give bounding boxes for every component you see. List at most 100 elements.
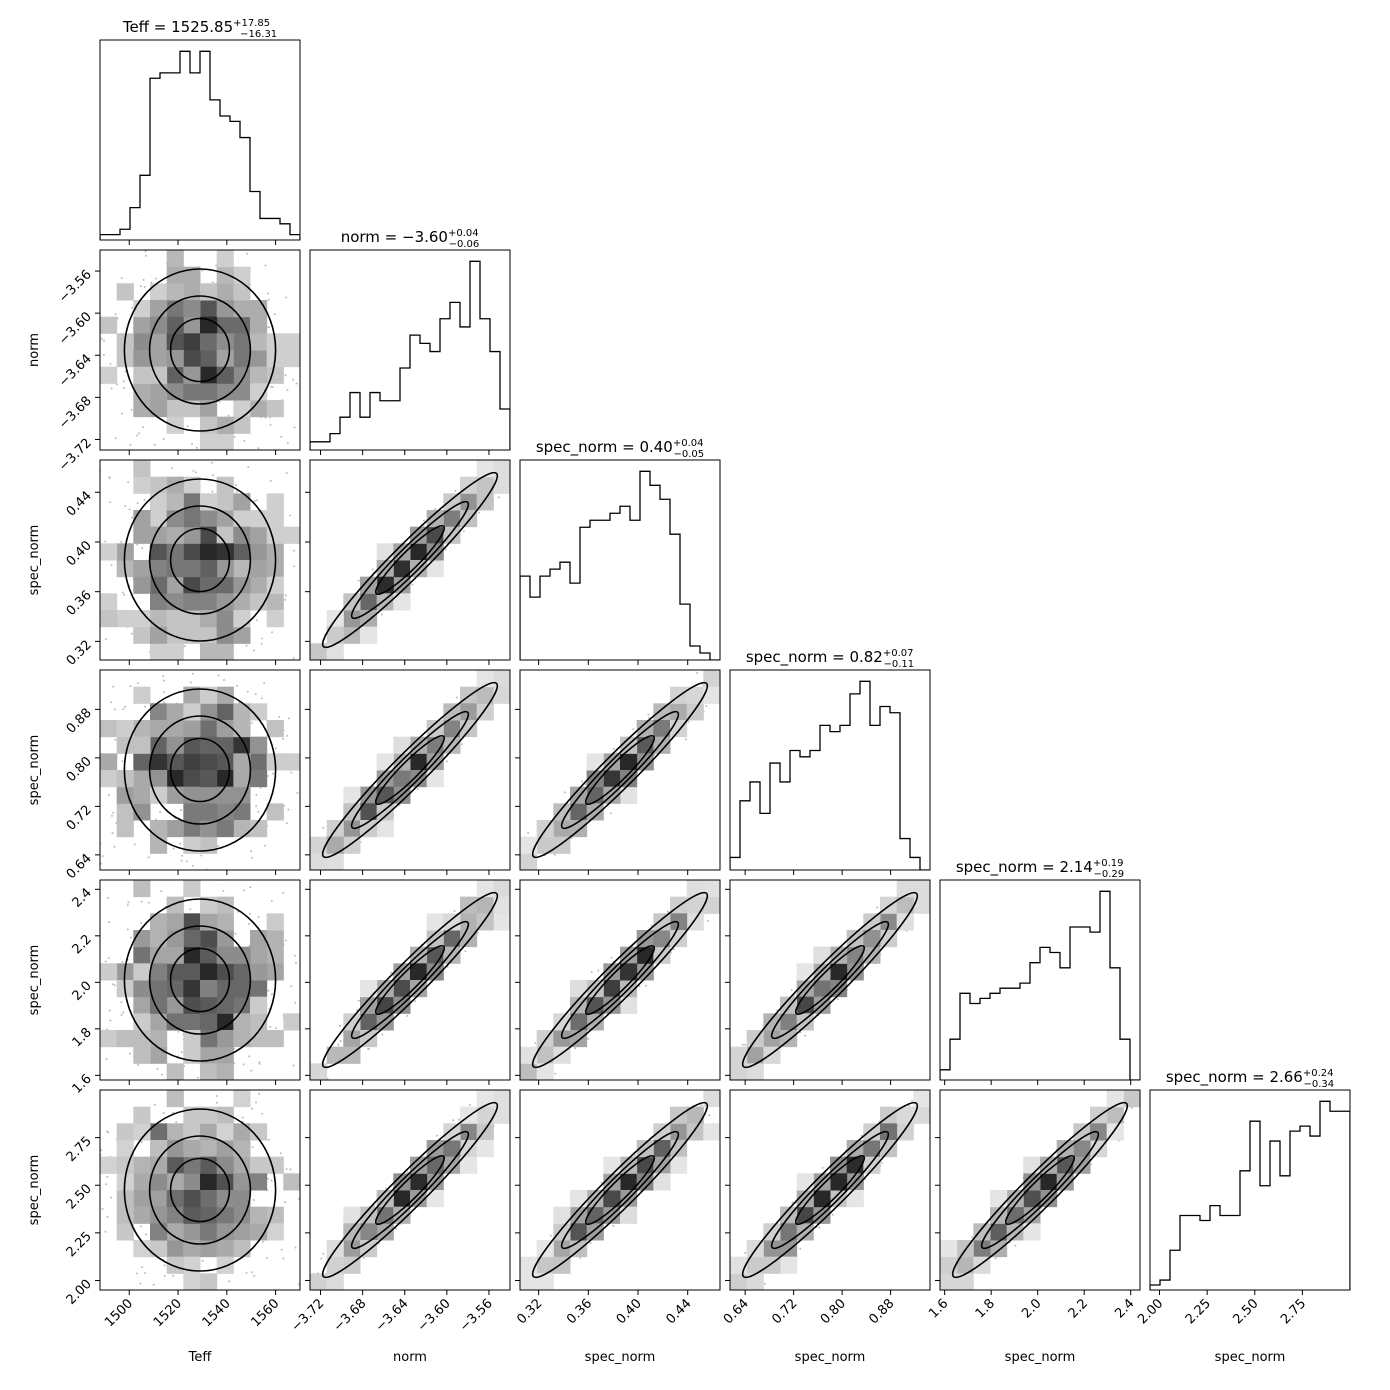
sample-point (290, 771, 293, 774)
sample-point (253, 499, 256, 502)
density-cell (150, 510, 168, 528)
sample-point (313, 808, 315, 810)
density-cell (183, 720, 201, 738)
density-cell (216, 350, 234, 368)
sample-point (478, 511, 481, 514)
sample-point (513, 652, 515, 654)
sample-point (271, 386, 274, 388)
density-cell (216, 770, 234, 788)
sample-point (162, 455, 164, 457)
sample-point (250, 856, 253, 859)
density-cell (133, 576, 151, 594)
density-cell (150, 493, 168, 511)
density-cell (133, 610, 151, 628)
sample-point (107, 897, 110, 899)
panel-1-1: norm = −3.60+0.04 −0.06 (309, 228, 511, 455)
density-cell (410, 543, 428, 561)
sample-point (122, 591, 125, 594)
sample-point (96, 768, 98, 770)
panel-content (310, 260, 510, 450)
sample-point (113, 708, 116, 711)
histogram-1 (310, 260, 510, 450)
sample-point (95, 547, 97, 549)
density-cell (200, 333, 218, 351)
density-cell (233, 770, 251, 788)
sample-point (687, 720, 690, 723)
panel-content (293, 652, 515, 887)
sample-point (305, 778, 307, 780)
density-cell (603, 770, 621, 788)
sample-point (217, 844, 220, 847)
density-cell (183, 250, 201, 251)
contour-1 (148, 505, 252, 615)
density-cell (233, 300, 251, 318)
density-cell (166, 283, 184, 301)
density-cell (166, 610, 184, 628)
contour-2 (169, 317, 231, 383)
sample-point (143, 285, 146, 288)
title-err-minus: −0.11 (884, 659, 915, 670)
density-cell (133, 786, 151, 804)
density-cell (310, 853, 311, 870)
title-main: Teff = 1525.85 (122, 18, 233, 36)
density-cell (166, 543, 184, 561)
density-cell (376, 543, 394, 561)
sample-point (136, 502, 139, 505)
density-cell (476, 686, 494, 704)
density-cell (216, 703, 234, 721)
sample-point (249, 872, 251, 874)
density-cell (150, 383, 168, 401)
sample-point (285, 654, 287, 656)
sample-point (343, 413, 345, 415)
density-cell (670, 703, 688, 721)
sample-point (150, 281, 153, 284)
sample-point (263, 682, 266, 685)
sample-point (129, 936, 132, 939)
density-cell (216, 250, 234, 268)
y-tick-label: 0.32 (64, 638, 95, 669)
sample-point (121, 760, 124, 763)
density-cell (200, 593, 218, 611)
sample-point (411, 583, 414, 586)
density-cell (293, 870, 310, 887)
density-cell (653, 720, 671, 738)
sample-point (84, 841, 86, 843)
density-cell (620, 786, 638, 804)
sample-point (553, 412, 555, 414)
panel-3-3: spec_norm = 0.82+0.07 −0.11 (729, 648, 931, 875)
sample-point (191, 864, 194, 867)
density-cell (250, 350, 268, 368)
density-cell (133, 333, 151, 351)
panel-2-2: spec_norm = 0.40+0.04 −0.05 (519, 438, 721, 665)
histogram-0 (100, 50, 300, 240)
contour-2 (374, 524, 446, 596)
sample-point (269, 479, 272, 482)
sample-point (183, 645, 186, 648)
density-cell (250, 333, 268, 351)
density-cell (100, 593, 118, 611)
density-cell (166, 576, 184, 594)
sample-point (192, 469, 195, 472)
sample-point (126, 928, 129, 931)
density-cell (216, 383, 234, 401)
density-cell (216, 820, 234, 838)
density-cell (536, 836, 554, 854)
density-cell (133, 720, 151, 738)
sample-point (130, 408, 133, 411)
sample-point (312, 873, 314, 875)
sample-point (141, 547, 144, 550)
density-cell (520, 870, 537, 887)
sample-point (235, 490, 238, 493)
sample-point (357, 579, 360, 582)
density-cell (216, 476, 234, 494)
sample-point (171, 467, 173, 470)
density-cell (493, 460, 510, 478)
density-cell (233, 400, 251, 418)
density-cell (100, 770, 118, 788)
density-cell (116, 786, 134, 804)
sample-point (147, 856, 150, 859)
sample-point (287, 717, 290, 720)
sample-point (114, 437, 117, 440)
density-cell (250, 526, 268, 544)
